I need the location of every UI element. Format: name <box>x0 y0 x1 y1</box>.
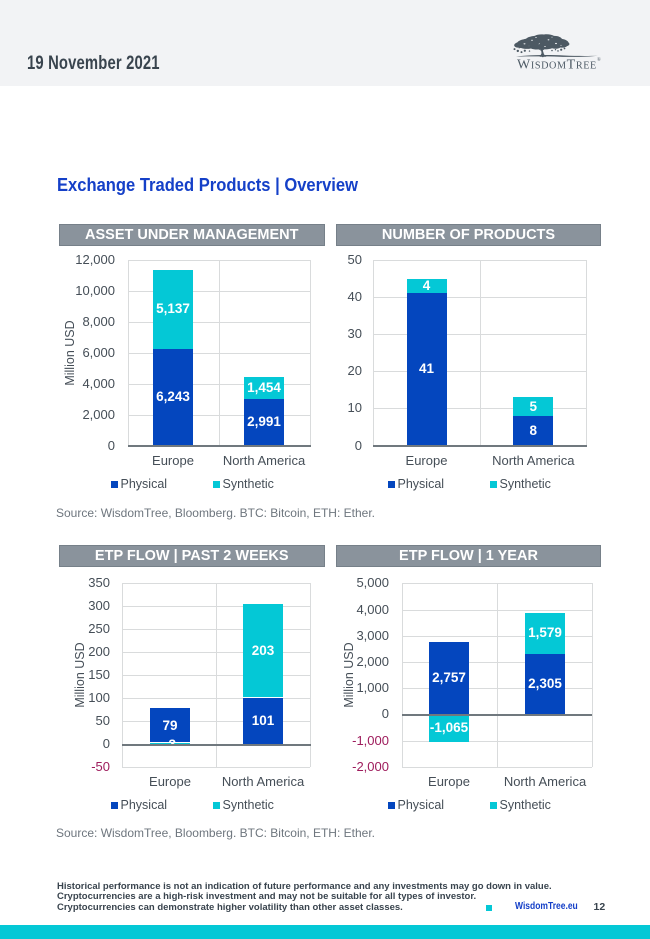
svg-text:®: ® <box>597 57 601 63</box>
svg-text:WISDOMTREE: WISDOMTREE <box>517 58 597 73</box>
